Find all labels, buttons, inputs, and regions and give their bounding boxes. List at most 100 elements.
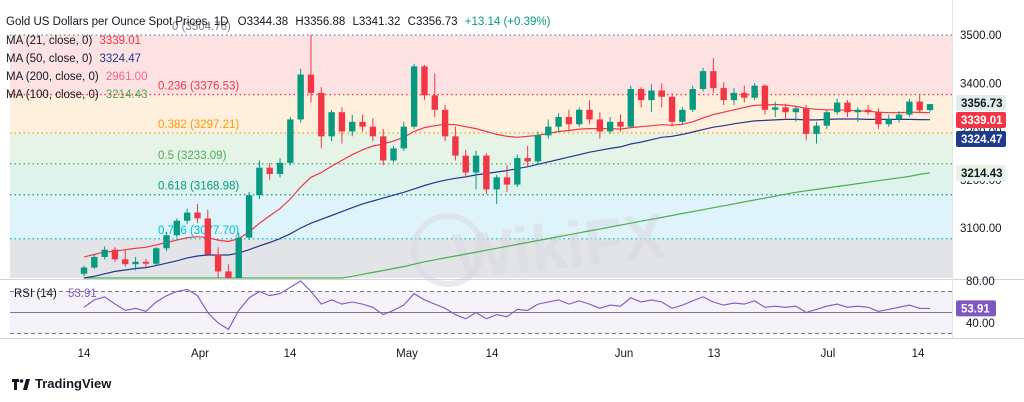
time-tick-label: 14: [78, 348, 91, 360]
fib-zone: [10, 132, 952, 164]
price-tick-label: 3400.00: [960, 78, 1002, 90]
candle-body: [142, 261, 150, 264]
rsi-badge: [956, 300, 996, 317]
ma21-label: MA (21, close, 0): [6, 35, 93, 47]
fib-label: 0.5 (3233.09): [158, 150, 227, 162]
candle-body: [802, 108, 810, 134]
ma100-value: 3214.43: [105, 89, 148, 101]
high-value: 3356.88: [303, 16, 346, 28]
candle-body: [493, 177, 500, 190]
price-badge-label: 3214.43: [961, 168, 1003, 180]
candle-body: [328, 112, 335, 137]
candle-body: [864, 109, 872, 113]
candle-body: [823, 112, 831, 126]
candle-body: [534, 135, 542, 162]
rsi-tick-label: 40.00: [966, 318, 995, 330]
candle-body: [338, 112, 346, 132]
tradingview-brand[interactable]: TradingView: [12, 376, 111, 391]
ma50-label: MA (50, close, 0): [6, 53, 93, 65]
candle-body: [648, 90, 655, 101]
ma50-legend[interactable]: MA (50, close, 0) 3324.47: [6, 53, 141, 65]
price-badge: [956, 95, 1006, 111]
price-badge: [956, 112, 1006, 128]
candle-body: [916, 101, 923, 111]
candle-body: [349, 121, 356, 132]
brand-name: TradingView: [35, 376, 112, 391]
fib-zone: [10, 194, 952, 239]
candle-body: [906, 101, 913, 115]
candle-body: [225, 271, 232, 278]
candle-body: [586, 109, 593, 120]
time-tick-label: Jul: [821, 348, 836, 360]
tradingview-logo-icon: [12, 378, 30, 390]
candle-body: [379, 136, 387, 161]
candle-body: [163, 235, 170, 249]
candle-body: [782, 107, 789, 113]
open-value: 3344.38: [246, 16, 289, 28]
candle-body: [214, 254, 222, 272]
time-tick-label: May: [396, 348, 418, 360]
rsi-tick-label: 80.00: [966, 276, 995, 288]
ma100-legend[interactable]: MA (100, close, 0) 3214.43: [6, 89, 147, 101]
candle-body: [472, 155, 480, 173]
time-tick-label: 13: [708, 348, 721, 360]
candle-body: [132, 261, 139, 265]
fib-label: 0 (3504.76): [172, 21, 231, 33]
fib-label: 0.236 (3376.53): [158, 81, 239, 93]
price-tick-label: 3100.00: [960, 223, 1002, 235]
rsi-line: [83, 280, 931, 331]
price-badge-label: 3339.01: [961, 115, 1003, 127]
candle-body: [514, 158, 521, 185]
candle-body: [545, 126, 552, 136]
close-label: C: [407, 16, 416, 28]
candle-body: [885, 119, 892, 125]
candle-body: [875, 112, 882, 125]
fib-label: 0.382 (3297.21): [158, 119, 239, 131]
ma50-value: 3324.47: [99, 53, 142, 65]
candle-body: [245, 195, 253, 238]
candle-body: [194, 212, 201, 219]
candle-body: [710, 71, 717, 89]
candle-body: [153, 248, 160, 264]
fib-zone: [10, 35, 952, 95]
ma200-label: MA (200, close, 0): [6, 71, 99, 83]
candle-body: [266, 167, 273, 174]
ma200-legend[interactable]: MA (200, close, 0) 2961.00: [6, 71, 147, 83]
fib-label: 0.618 (3168.98): [158, 181, 239, 193]
ma21-value: 3339.01: [99, 35, 142, 47]
price-badge: [956, 131, 1006, 147]
close-value: 3356.73: [415, 16, 458, 28]
candle-body: [751, 85, 758, 98]
change-value: +13.14 (+0.39%): [464, 16, 551, 28]
candle-body: [483, 155, 490, 190]
ma21-line: [83, 103, 931, 258]
ma21-legend[interactable]: MA (21, close, 0) 3339.01: [6, 35, 141, 47]
high-label: H: [295, 16, 304, 28]
candle-body: [699, 71, 707, 90]
symbol-title: Gold US Dollars per Ounce Spot Prices, 1…: [6, 16, 229, 28]
candle-body: [627, 89, 635, 127]
candle-body: [400, 126, 408, 149]
price-badge-label: 3324.47: [961, 134, 1003, 146]
candle-body: [359, 121, 366, 127]
candle-body: [792, 108, 800, 113]
candle-body: [524, 158, 531, 162]
candle-body: [235, 237, 242, 278]
candle-body: [844, 102, 851, 113]
candle-body: [895, 114, 903, 120]
candle-body: [555, 117, 562, 127]
time-tick-label: 14: [486, 348, 499, 360]
candle-body: [565, 117, 573, 125]
ma200-value: 2961.00: [105, 71, 148, 83]
candle-body: [80, 267, 88, 274]
candle-body: [503, 177, 511, 185]
fib-zone: [10, 163, 952, 195]
candle-body: [637, 89, 645, 101]
candle-body: [596, 119, 604, 132]
time-tick-label: 14: [912, 348, 925, 360]
candle-body: [926, 104, 934, 111]
candle-body: [462, 155, 469, 173]
candle-body: [679, 109, 686, 122]
candle-body: [741, 92, 748, 98]
